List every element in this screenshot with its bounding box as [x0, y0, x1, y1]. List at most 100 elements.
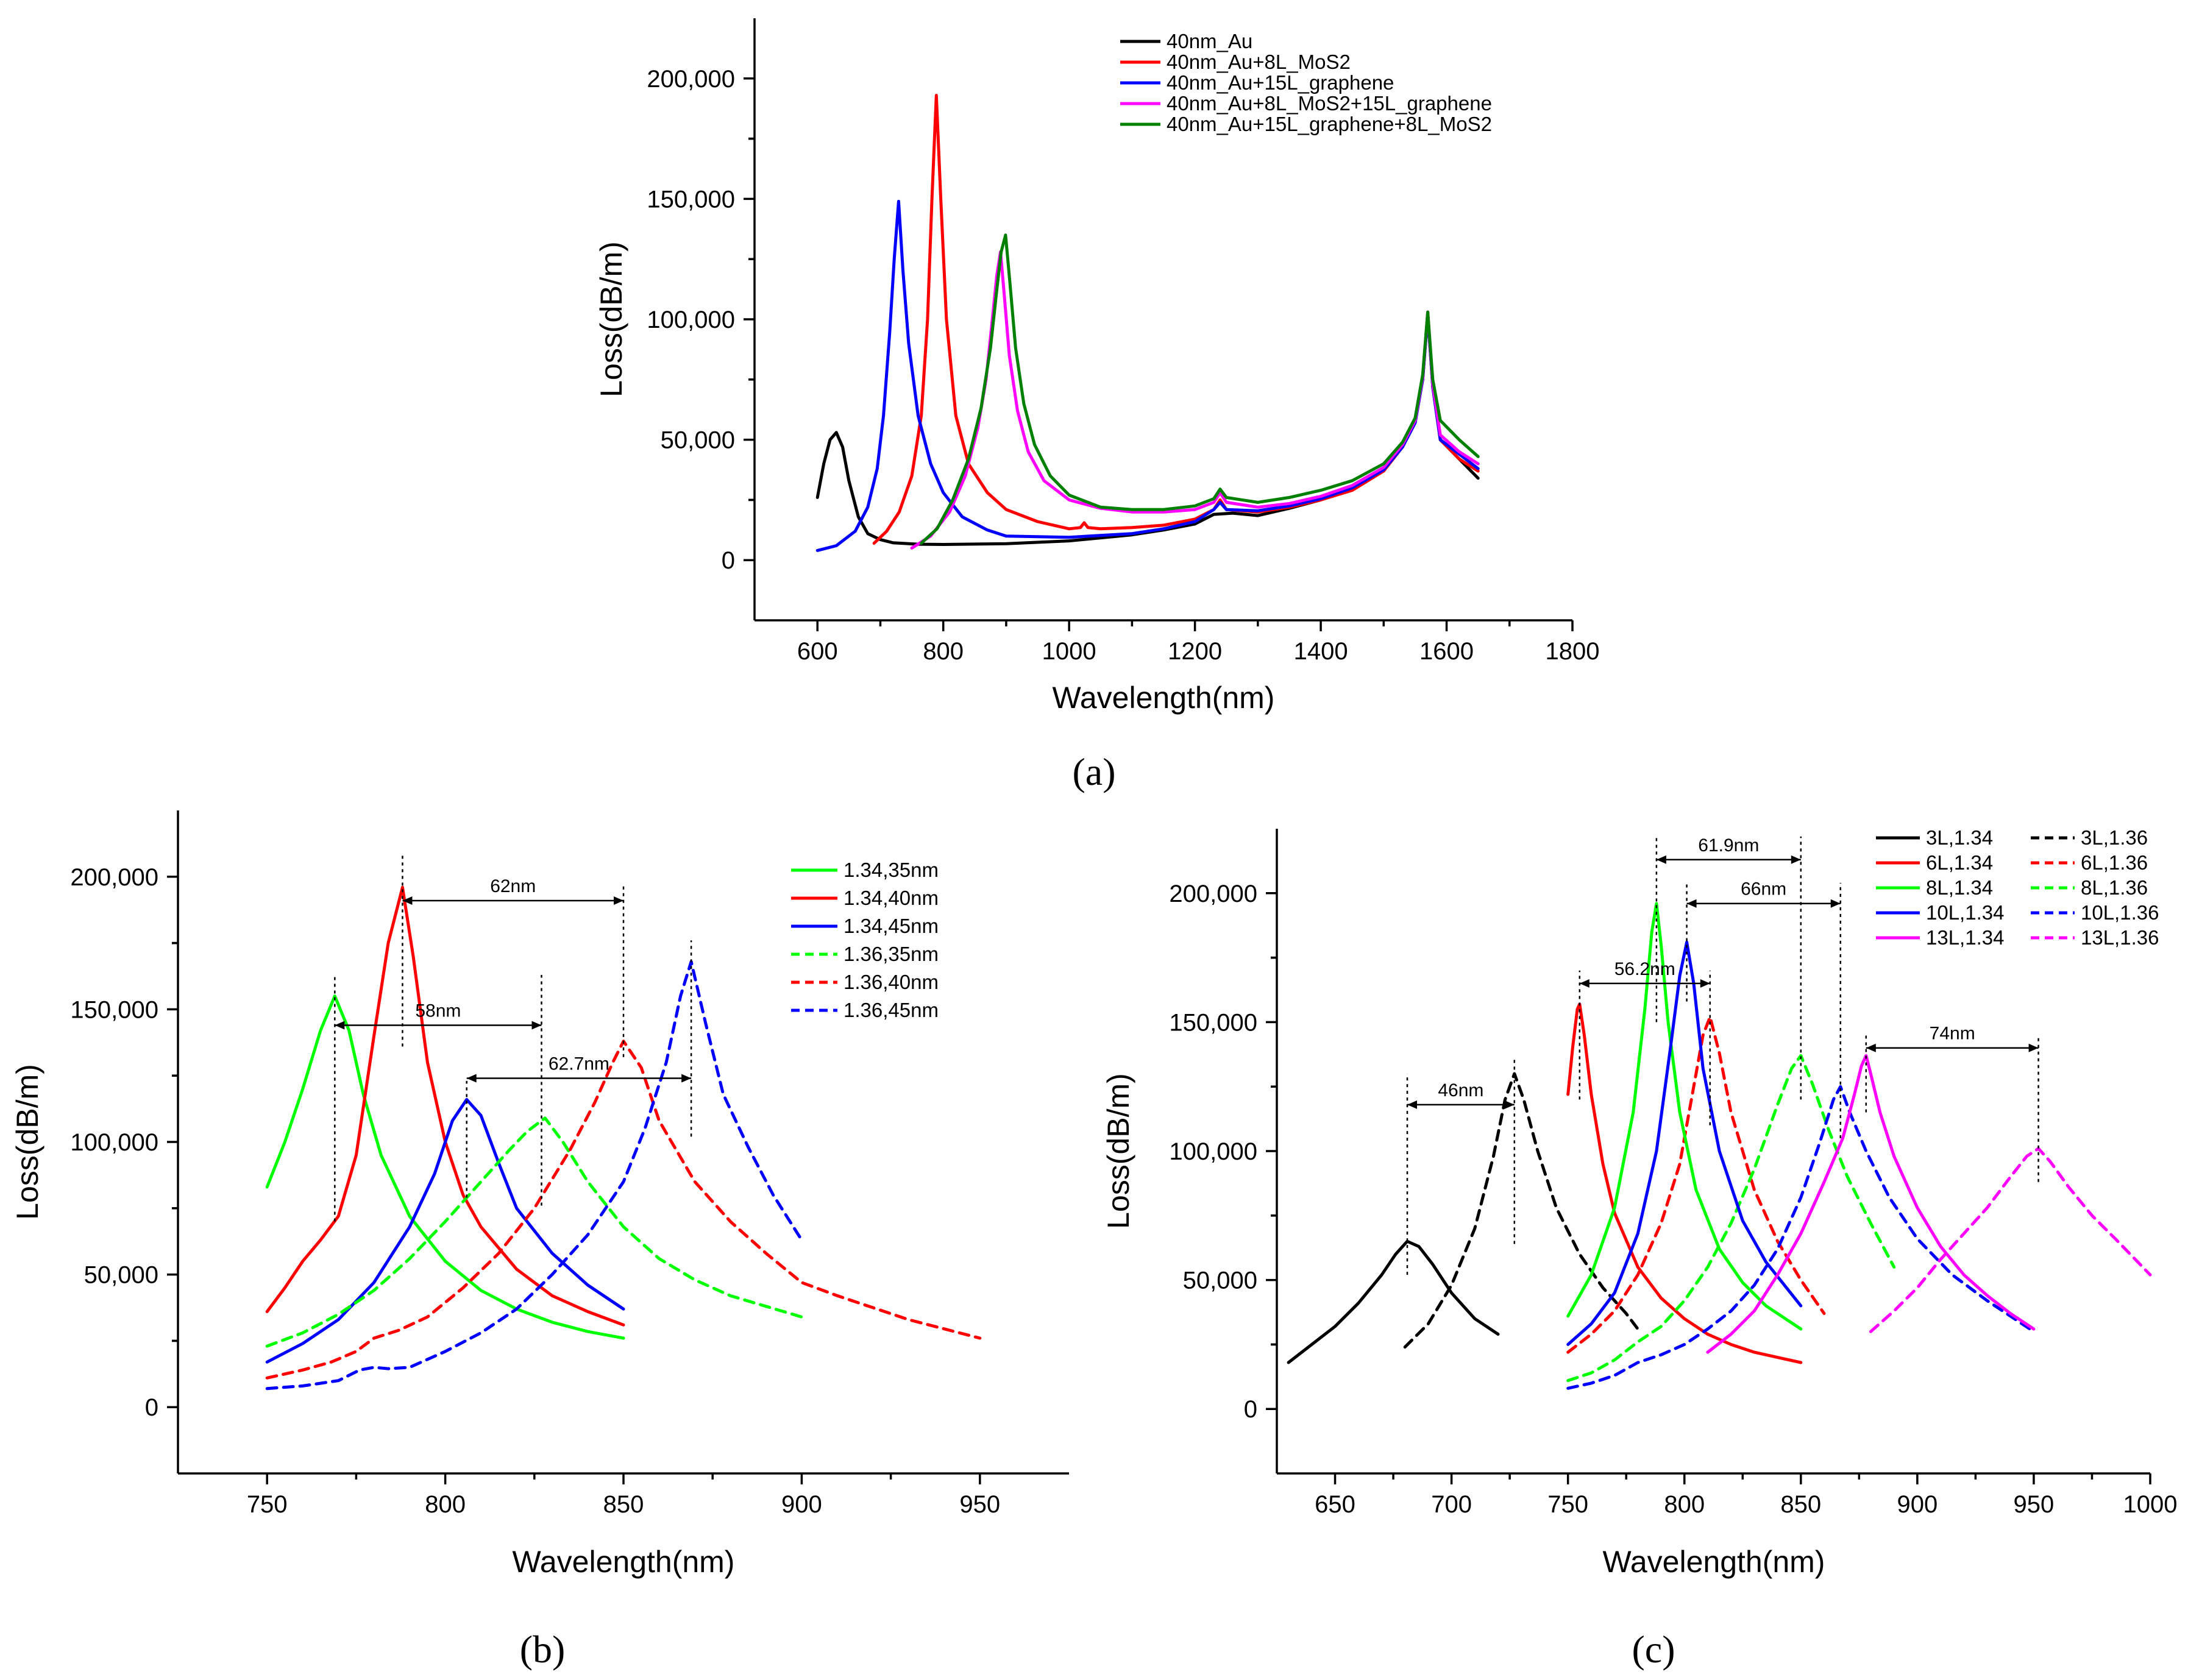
shift-label: 66nm — [1741, 879, 1786, 899]
arrow-head-right — [1830, 899, 1841, 908]
x-tick-label: 850 — [1780, 1491, 1821, 1518]
series-line — [265, 1116, 803, 1348]
series-line — [265, 994, 625, 1340]
shift-label: 58nm — [415, 1001, 461, 1021]
series-line — [1287, 1239, 1500, 1364]
y-axis-title: Loss(dB/m) — [1101, 1073, 1135, 1229]
series-line — [920, 233, 1480, 545]
shift-label: 62.7nm — [549, 1054, 609, 1074]
x-tick-label: 1800 — [1546, 638, 1600, 665]
x-tick-label: 800 — [425, 1491, 466, 1518]
y-tick-label: 150,000 — [647, 186, 735, 213]
panel-c-label: (c) — [1632, 1628, 1675, 1671]
series-line — [1566, 1085, 2036, 1390]
series-line — [1566, 1002, 1803, 1364]
series-line — [815, 199, 1480, 552]
x-tick-label: 800 — [1664, 1491, 1705, 1518]
panel-b-chart: (b) 750 800 850 900 950 0 50,000 100,000 150,000… — [10, 810, 1069, 1671]
x-tick-label: 900 — [1897, 1491, 1938, 1518]
x-tick-label: 750 — [1547, 1491, 1588, 1518]
arrow-head-left — [402, 896, 413, 905]
legend: 3L,1.34 3L,1.36 6L,1.34 6L,1.36 8L,1.34 8L,1.… — [1876, 826, 2159, 949]
arrow-head-left — [1579, 979, 1589, 988]
shift-label: 46nm — [1438, 1080, 1483, 1101]
x-tick-label: 1400 — [1294, 638, 1348, 665]
x-tick-label: 1000 — [1042, 638, 1096, 665]
x-tick-label: 700 — [1431, 1491, 1472, 1518]
legend-label: 13L,1.36 — [2081, 926, 2159, 949]
legend-label: 40nm_Au+15L_graphene+8L_MoS2 — [1167, 113, 1492, 135]
panel-a-label: (a) — [1072, 750, 1115, 793]
y-tick-label: 150,000 — [1169, 1009, 1257, 1036]
legend-label: 1.36,40nm — [844, 971, 939, 993]
legend-label: 10L,1.36 — [2081, 901, 2159, 924]
x-axis-title: Wavelength(nm) — [1053, 681, 1275, 715]
arrow-head-right — [2028, 1043, 2039, 1052]
x-tick-label: 650 — [1315, 1491, 1355, 1518]
y-tick-label: 200,000 — [647, 66, 735, 93]
legend-label: 3L,1.34 — [1926, 826, 1993, 849]
y-tick-label: 100,000 — [70, 1129, 158, 1156]
legend-label: 1.34,35nm — [844, 859, 939, 881]
shift-label: 74nm — [1930, 1024, 1975, 1044]
shift-label: 61.9nm — [1698, 835, 1759, 856]
legend-label: 1.34,40nm — [844, 887, 939, 909]
y-tick-label: 200,000 — [1169, 881, 1257, 907]
series-line — [1566, 1015, 1826, 1354]
legend-label: 40nm_Au+8L_MoS2+15L_graphene — [1167, 92, 1492, 115]
arrow-head-right — [1700, 979, 1710, 988]
x-tick-label: 1200 — [1168, 638, 1222, 665]
arrow-head-left — [1686, 899, 1697, 908]
x-axis-title: Wavelength(nm) — [513, 1545, 735, 1579]
y-tick-label: 0 — [145, 1394, 158, 1421]
series-line — [1566, 940, 1803, 1346]
arrow-head-left — [1656, 855, 1666, 864]
series-line — [265, 1097, 625, 1364]
shift-label: 62nm — [490, 876, 536, 896]
legend-label: 10L,1.34 — [1926, 901, 2004, 924]
x-tick-label: 600 — [797, 638, 838, 665]
x-tick-label: 750 — [247, 1491, 288, 1518]
series-line — [1403, 1072, 1639, 1349]
x-tick-label: 1600 — [1419, 638, 1474, 665]
legend-label: 3L,1.36 — [2081, 826, 2148, 849]
y-tick-label: 200,000 — [70, 864, 158, 891]
arrow-head-left — [1866, 1043, 1876, 1052]
y-tick-label: 100,000 — [1169, 1138, 1257, 1165]
legend-label: 6L,1.36 — [2081, 851, 2148, 874]
x-tick-label: 900 — [781, 1491, 822, 1518]
arrow-head-left — [335, 1021, 345, 1030]
legend-label: 1.36,35nm — [844, 943, 939, 965]
arrow-head-right — [614, 896, 623, 905]
legend-label: 40nm_Au+8L_MoS2 — [1167, 51, 1351, 73]
legend-label: 40nm_Au — [1167, 30, 1252, 52]
y-axis-title: Loss(dB/m) — [10, 1064, 44, 1220]
series-line — [1566, 1054, 1896, 1383]
arrow-head-right — [681, 1074, 692, 1083]
series-line — [265, 885, 625, 1327]
x-tick-label: 850 — [603, 1491, 644, 1518]
y-tick-label: 100,000 — [647, 307, 735, 333]
panel-a-chart: (a) 600 800 1000 1200 1400 1600 1800 0 50,000 100… — [594, 18, 1599, 793]
arrow-head-right — [531, 1021, 542, 1030]
legend-label: 13L,1.34 — [1926, 926, 2004, 949]
legend-label: 40nm_Au+15L_graphene — [1167, 71, 1394, 94]
y-tick-label: 50,000 — [84, 1262, 158, 1289]
legend-label: 8L,1.36 — [2081, 876, 2148, 899]
legend-label: 8L,1.34 — [1926, 876, 1993, 899]
panel-b-label: (b) — [520, 1628, 566, 1671]
legend: 40nm_Au40nm_Au+8L_MoS240nm_Au+15L_graphe… — [1120, 30, 1492, 135]
legend: 1.34,35nm 1.34,40nm 1.34,45nm 1.36,35nm 1.36… — [791, 859, 939, 1021]
y-tick-label: 50,000 — [661, 427, 735, 454]
x-tick-label: 950 — [959, 1491, 1000, 1518]
x-tick-label: 1000 — [2123, 1491, 2178, 1518]
shift-label: 56.2nm — [1614, 959, 1675, 979]
y-tick-label: 50,000 — [1183, 1267, 1257, 1294]
series-line — [265, 1040, 982, 1380]
arrow-head-left — [1407, 1100, 1417, 1109]
y-tick-label: 150,000 — [70, 996, 158, 1023]
series-line — [1566, 902, 1803, 1331]
panel-c-chart: (c) 650 700 750 800 850 900 950 1000 0 50,000 100,… — [1101, 826, 2177, 1671]
legend-label: 1.36,45nm — [844, 999, 939, 1021]
